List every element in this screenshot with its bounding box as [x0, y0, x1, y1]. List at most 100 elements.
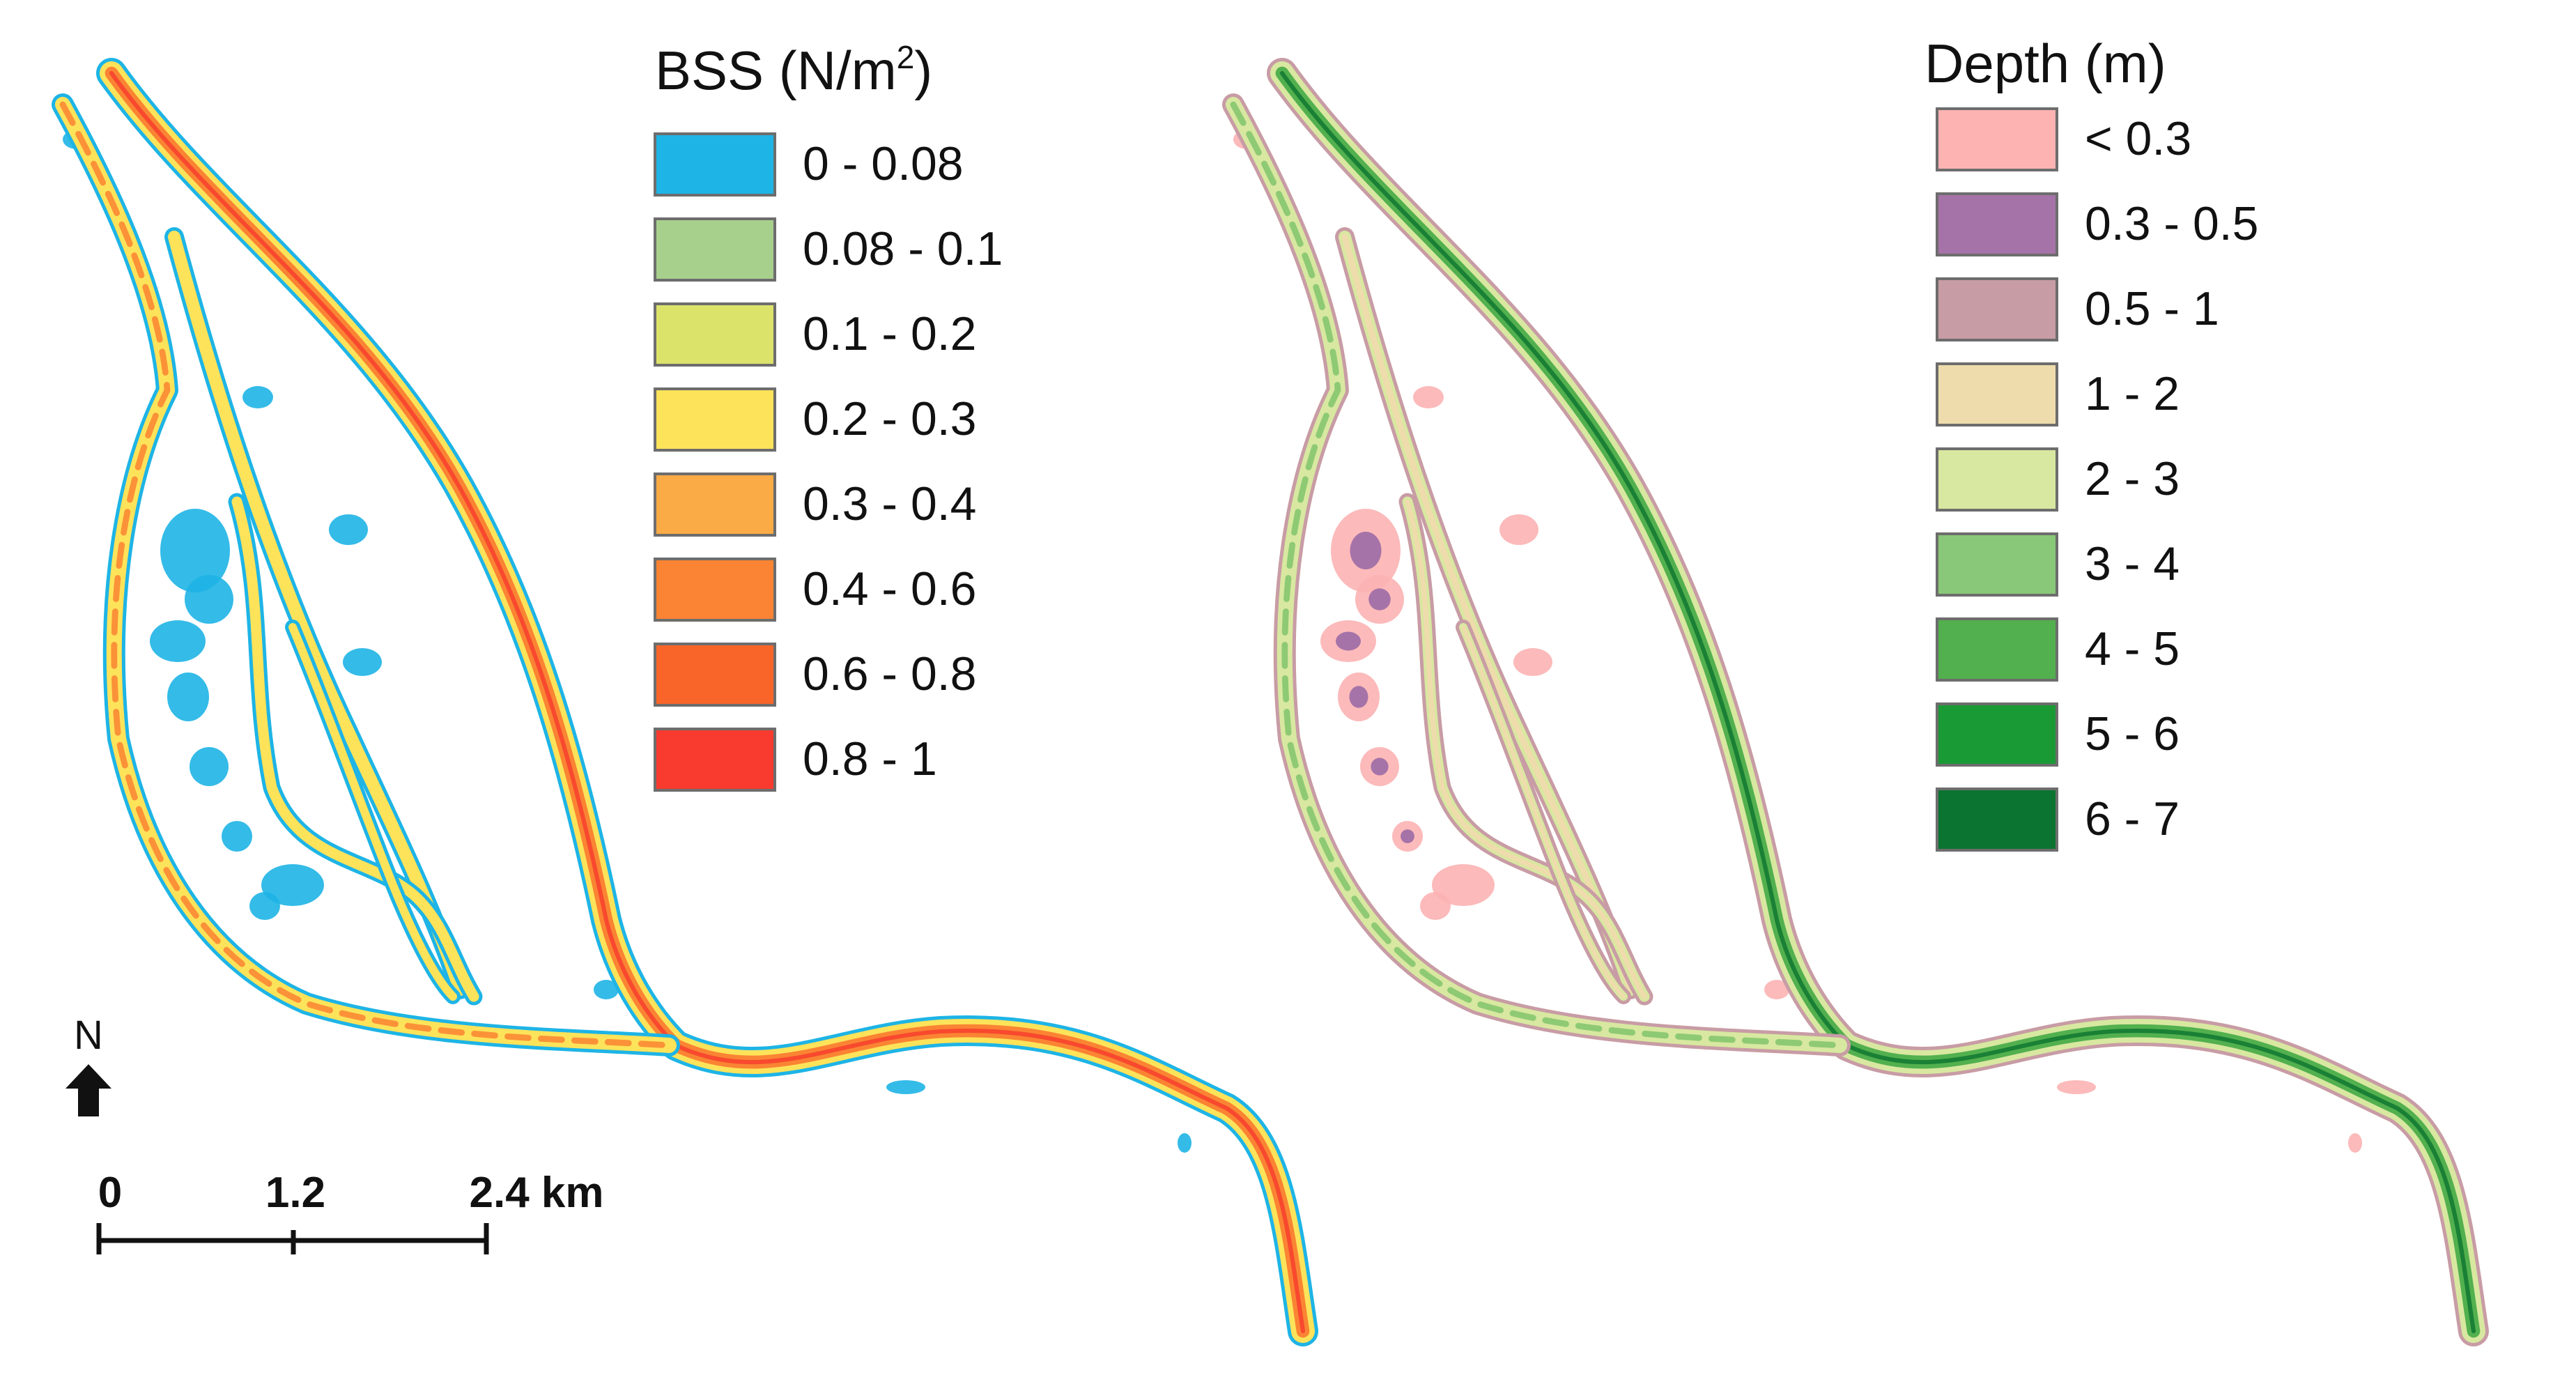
depth-legend-label: < 0.3 [2085, 112, 2191, 165]
bss-legend-title: BSS (N/m2) [655, 39, 932, 101]
depth-legend-item: < 0.3 [1936, 107, 2191, 171]
low-stress-patch [242, 386, 273, 408]
bss-legend-label: 0.08 - 0.1 [803, 222, 1003, 275]
north-arrow-label: N [74, 1013, 103, 1058]
depth-legend-swatch [1936, 788, 2058, 852]
shallow-patch [1499, 514, 1538, 545]
scale-tick-label-2: 2.4 km [469, 1169, 603, 1217]
bss-legend-label: 0.4 - 0.6 [803, 562, 977, 615]
bss-legend-swatch [654, 643, 776, 707]
depth-legend-swatch [1936, 277, 2058, 341]
side-channel [1456, 620, 1631, 1004]
depth-legend-swatch [1936, 532, 2058, 597]
depth-legend-item: 5 - 6 [1936, 702, 2180, 767]
shallow-patch [1420, 892, 1451, 920]
depth-legend-label: 2 - 3 [2085, 452, 2180, 505]
bss-legend-label: 0.2 - 0.3 [803, 392, 977, 445]
bss-legend-label: 0.8 - 1 [803, 732, 937, 785]
scale-bar: 0 1.2 2.4 km [96, 1169, 604, 1254]
depth-legend-title: Depth (m) [1925, 33, 2166, 94]
depth-legend-swatch [1936, 192, 2058, 256]
side-channel [285, 620, 461, 1004]
shallow-patch [1432, 864, 1495, 906]
low-stress-patch [886, 1080, 925, 1094]
shallow-patch-core [1368, 588, 1391, 610]
shallow-patch-core [1350, 532, 1382, 569]
depth-legend-swatch [1936, 107, 2058, 171]
bss-legend: BSS (N/m2) 0 - 0.08 0.08 - 0.1 0.1 - 0.2 0.… [654, 39, 1003, 792]
bss-map [52, 58, 1318, 1346]
bss-legend-swatch [654, 728, 776, 792]
main-channel [1267, 58, 2489, 1346]
depth-legend: Depth (m) < 0.3 0.3 - 0.5 0.5 - 1 1 - 2 2 - … [1925, 33, 2259, 852]
depth-legend-label: 0.3 - 0.5 [2085, 197, 2259, 250]
low-stress-patch [249, 892, 280, 920]
bss-legend-swatch [654, 302, 776, 367]
bss-legend-swatch [654, 217, 776, 282]
shallow-patch-core [1349, 686, 1368, 708]
bss-legend-swatch [654, 558, 776, 622]
bss-legend-swatch [654, 473, 776, 537]
bss-legend-item: 0.8 - 1 [654, 728, 937, 792]
scale-tick-label-1: 1.2 [265, 1169, 325, 1217]
depth-legend-item: 6 - 7 [1936, 788, 2180, 852]
bss-legend-label: 0.6 - 0.8 [803, 647, 977, 700]
depth-legend-item: 0.3 - 0.5 [1936, 192, 2259, 256]
depth-legend-label: 3 - 4 [2085, 537, 2180, 590]
low-stress-patch [261, 864, 324, 906]
bss-legend-item: 0.2 - 0.3 [654, 387, 977, 452]
bss-legend-label: 0.1 - 0.2 [803, 307, 977, 360]
depth-legend-item: 1 - 2 [1936, 362, 2180, 427]
bss-legend-item: 0 - 0.08 [654, 132, 964, 197]
bss-legend-swatch [654, 387, 776, 452]
depth-legend-item: 4 - 5 [1936, 617, 2180, 682]
depth-map [1222, 58, 2489, 1346]
depth-legend-swatch [1936, 617, 2058, 682]
chain-channel [1398, 493, 1653, 1006]
shallow-patch [1513, 648, 1552, 676]
depth-legend-item: 3 - 4 [1936, 532, 2180, 597]
low-stress-patch [343, 648, 382, 676]
depth-legend-label: 4 - 5 [2085, 622, 2180, 675]
main-channel [96, 58, 1318, 1346]
low-stress-patch [167, 673, 209, 721]
depth-legend-item: 0.5 - 1 [1936, 277, 2219, 341]
shallow-patch-core [1336, 631, 1361, 651]
north-arrow: N [65, 1013, 111, 1116]
depth-legend-swatch [1936, 362, 2058, 427]
depth-legend-label: 6 - 7 [2085, 792, 2180, 845]
depth-legend-label: 5 - 6 [2085, 707, 2180, 760]
west-channel [52, 93, 680, 1057]
shallow-patch [2057, 1080, 2096, 1094]
bss-legend-item: 0.08 - 0.1 [654, 217, 1003, 282]
bss-legend-item: 0.4 - 0.6 [654, 558, 977, 622]
depth-legend-swatch [1936, 447, 2058, 512]
depth-legend-label: 1 - 2 [2085, 367, 2180, 420]
low-stress-patch [222, 821, 252, 852]
low-stress-patch [185, 575, 233, 624]
north-arrow-icon [65, 1064, 111, 1116]
shallow-patch [2348, 1133, 2362, 1153]
west-channel [1222, 93, 1851, 1057]
depth-legend-item: 2 - 3 [1936, 447, 2180, 512]
low-stress-patch [160, 509, 230, 592]
scale-tick-label-0: 0 [98, 1169, 122, 1217]
shallow-patch-core [1401, 829, 1414, 843]
bss-legend-label: 0 - 0.08 [803, 137, 964, 190]
bss-legend-item: 0.3 - 0.4 [654, 473, 977, 537]
bss-legend-swatch [654, 132, 776, 197]
low-stress-patch [329, 514, 368, 545]
bss-legend-label: 0.3 - 0.4 [803, 477, 977, 530]
low-stress-patch [190, 747, 229, 786]
bss-legend-item: 0.6 - 0.8 [654, 643, 977, 707]
depth-legend-swatch [1936, 702, 2058, 767]
shallow-patch [1764, 980, 1789, 999]
low-stress-patch [150, 620, 206, 662]
depth-legend-label: 0.5 - 1 [2085, 282, 2219, 335]
low-stress-patch [594, 980, 619, 999]
shallow-patch [1413, 386, 1444, 408]
bss-legend-item: 0.1 - 0.2 [654, 302, 977, 367]
low-stress-patch [1178, 1133, 1191, 1153]
shallow-patch-core [1371, 758, 1389, 776]
